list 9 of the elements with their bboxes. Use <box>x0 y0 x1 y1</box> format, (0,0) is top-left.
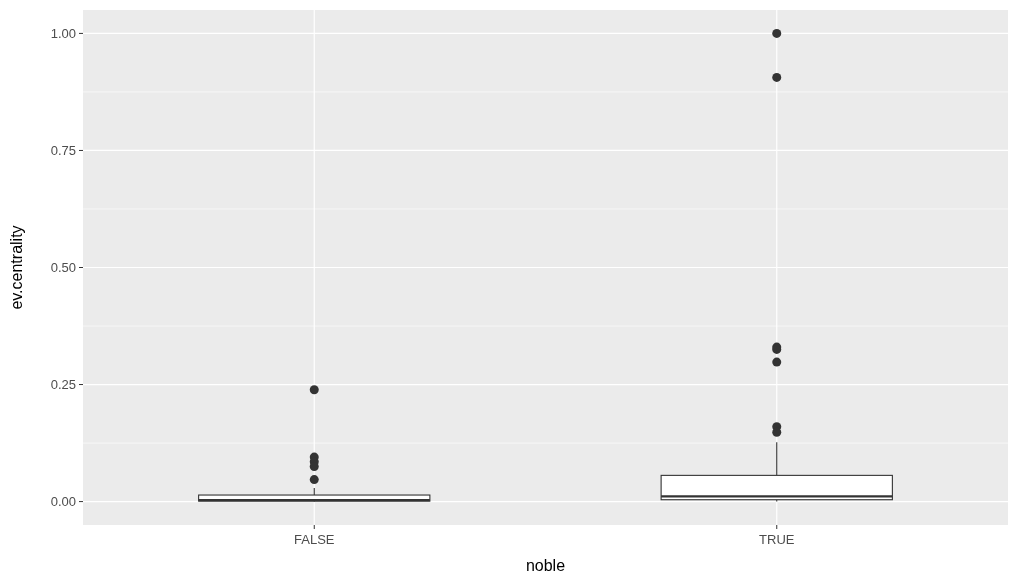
y-tick-label: 0.75 <box>50 143 76 158</box>
x-tick-label: FALSE <box>294 532 335 547</box>
y-axis-title: ev.centrality <box>8 225 25 310</box>
x-axis-title: noble <box>525 557 566 574</box>
y-tick-label: 0.50 <box>50 260 76 276</box>
y-tick-label: 0.00 <box>50 494 76 510</box>
y-tick-label: 1.00 <box>50 25 76 41</box>
y-tick-label: 0.25 <box>50 377 76 393</box>
x-tick-label: TRUE <box>759 532 795 547</box>
